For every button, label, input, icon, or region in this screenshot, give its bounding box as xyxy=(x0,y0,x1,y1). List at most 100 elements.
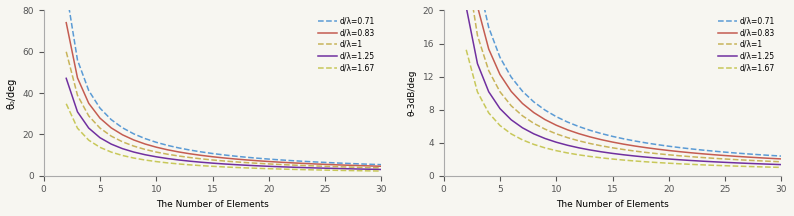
d/λ=0.71 xyxy=(252,157,262,159)
d/λ=1.25 xyxy=(196,161,206,164)
d/λ=1 xyxy=(518,114,527,117)
d/λ=0.83 xyxy=(630,145,640,147)
d/λ=0.83 xyxy=(563,129,572,131)
Line: d/λ=1: d/λ=1 xyxy=(66,52,381,168)
d/λ=0.83 xyxy=(495,73,505,76)
d/λ=1.25 xyxy=(630,155,640,157)
d/λ=1 xyxy=(619,148,629,151)
d/λ=0.83 xyxy=(731,155,741,158)
d/λ=0.83 xyxy=(332,164,341,166)
d/λ=0.71 xyxy=(484,26,494,29)
d/λ=1 xyxy=(484,69,494,72)
d/λ=0.71 xyxy=(163,144,172,147)
d/λ=1 xyxy=(332,165,341,168)
d/λ=0.83 xyxy=(585,136,595,138)
d/λ=0.83 xyxy=(196,154,206,157)
d/λ=0.83 xyxy=(298,162,307,165)
d/λ=0.71 xyxy=(709,150,719,152)
d/λ=0.71 xyxy=(585,129,595,132)
d/λ=0.83 xyxy=(208,156,218,158)
d/λ=1.25 xyxy=(152,156,161,158)
d/λ=0.71 xyxy=(118,127,127,129)
d/λ=1 xyxy=(687,155,696,158)
d/λ=1.67 xyxy=(518,139,527,141)
d/λ=0.83 xyxy=(675,150,684,153)
d/λ=1.67 xyxy=(720,164,730,167)
d/λ=1 xyxy=(84,115,94,117)
d/λ=0.71 xyxy=(574,125,584,128)
d/λ=1.67 xyxy=(461,49,471,51)
d/λ=0.71 xyxy=(84,89,94,92)
Y-axis label: θ₀/deg: θ₀/deg xyxy=(7,78,17,109)
d/λ=1.25 xyxy=(118,147,127,150)
d/λ=0.83 xyxy=(141,143,150,145)
d/λ=1.67 xyxy=(742,165,752,168)
d/λ=1.25 xyxy=(596,151,606,153)
d/λ=1.67 xyxy=(777,166,786,169)
Legend: d/λ=0.71, d/λ=0.83, d/λ=1, d/λ=1.25, d/λ=1.67: d/λ=0.71, d/λ=0.83, d/λ=1, d/λ=1.25, d/λ… xyxy=(715,14,777,75)
d/λ=0.71 xyxy=(332,162,341,164)
d/λ=1.25 xyxy=(472,62,482,65)
d/λ=0.83 xyxy=(376,165,386,168)
d/λ=1.67 xyxy=(709,164,719,167)
d/λ=1 xyxy=(298,164,307,167)
d/λ=1.67 xyxy=(675,162,684,165)
d/λ=1.67 xyxy=(529,143,538,146)
d/λ=1.67 xyxy=(484,112,494,114)
d/λ=1.67 xyxy=(129,157,138,159)
d/λ=1.67 xyxy=(320,169,330,172)
d/λ=1.25 xyxy=(320,167,330,170)
d/λ=0.83 xyxy=(230,158,240,160)
Line: d/λ=1.25: d/λ=1.25 xyxy=(66,78,381,170)
d/λ=1 xyxy=(742,159,752,162)
d/λ=0.83 xyxy=(219,157,229,159)
d/λ=1.25 xyxy=(84,127,94,129)
d/λ=1.25 xyxy=(518,127,527,129)
d/λ=0.83 xyxy=(619,143,629,145)
d/λ=1 xyxy=(106,135,116,137)
d/λ=1.67 xyxy=(754,165,764,168)
d/λ=0.71 xyxy=(540,109,549,111)
d/λ=0.71 xyxy=(765,154,775,157)
d/λ=1.67 xyxy=(664,162,673,165)
d/λ=1.25 xyxy=(309,167,318,169)
d/λ=0.83 xyxy=(596,138,606,141)
d/λ=1.25 xyxy=(529,132,538,135)
Line: d/λ=0.83: d/λ=0.83 xyxy=(466,0,781,159)
d/λ=0.83 xyxy=(252,159,262,162)
d/λ=0.71 xyxy=(95,107,105,110)
d/λ=1.25 xyxy=(675,159,684,161)
d/λ=0.71 xyxy=(518,90,527,92)
d/λ=0.71 xyxy=(619,138,629,140)
d/λ=0.83 xyxy=(365,165,375,167)
d/λ=1.67 xyxy=(84,139,94,141)
d/λ=1.25 xyxy=(73,111,83,113)
d/λ=1.25 xyxy=(461,6,471,8)
d/λ=0.83 xyxy=(73,77,83,79)
d/λ=0.71 xyxy=(698,149,707,151)
d/λ=1 xyxy=(472,34,482,37)
d/λ=1.67 xyxy=(185,164,195,166)
d/λ=1 xyxy=(276,163,285,166)
d/λ=0.83 xyxy=(61,21,71,24)
d/λ=0.71 xyxy=(241,156,251,159)
d/λ=0.71 xyxy=(630,140,640,142)
d/λ=1.25 xyxy=(129,151,138,153)
Y-axis label: θ-3dB/deg: θ-3dB/deg xyxy=(408,70,417,116)
d/λ=0.71 xyxy=(309,160,318,163)
d/λ=1 xyxy=(552,132,561,135)
d/λ=1.67 xyxy=(106,151,116,153)
d/λ=1.67 xyxy=(174,163,183,165)
d/λ=1.25 xyxy=(365,168,375,171)
d/λ=1.67 xyxy=(73,127,83,129)
d/λ=1.67 xyxy=(698,164,707,166)
d/λ=1 xyxy=(354,166,364,169)
d/λ=1.25 xyxy=(574,146,584,149)
d/λ=0.83 xyxy=(765,157,775,160)
d/λ=0.83 xyxy=(343,164,353,167)
d/λ=1 xyxy=(163,153,172,156)
d/λ=1 xyxy=(309,165,318,167)
d/λ=1 xyxy=(731,158,741,161)
d/λ=0.83 xyxy=(84,102,94,105)
d/λ=1.25 xyxy=(585,149,595,151)
